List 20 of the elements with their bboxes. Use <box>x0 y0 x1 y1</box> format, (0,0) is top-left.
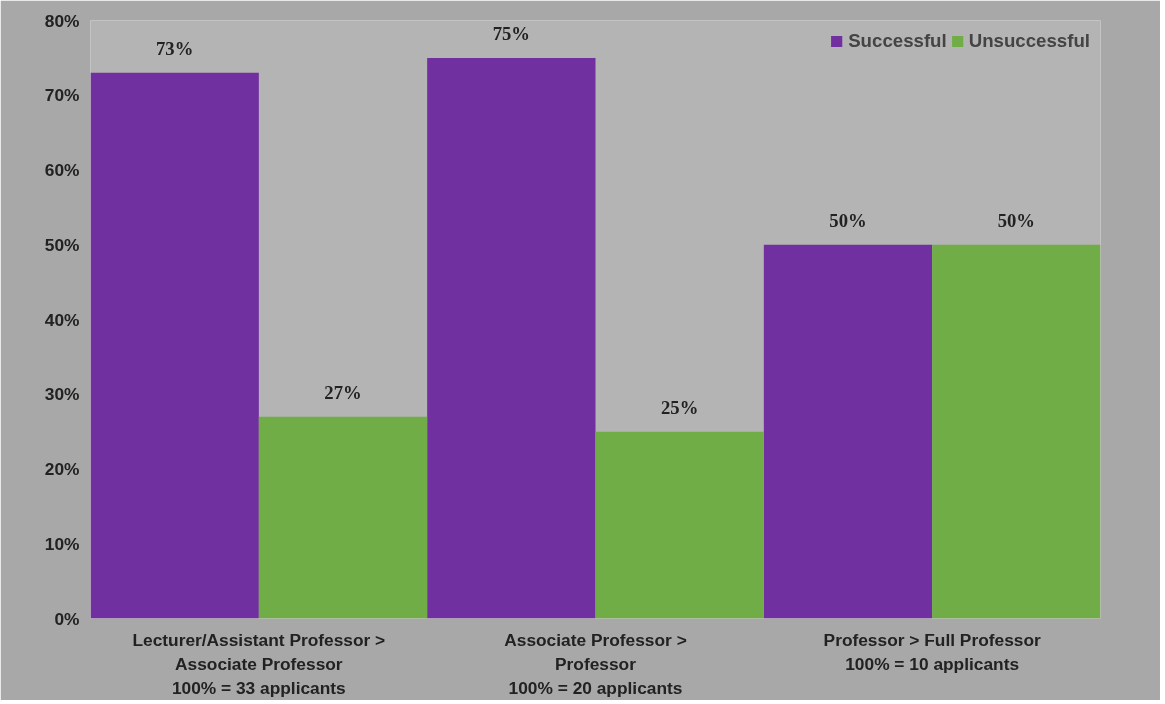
y-tick-label: 20% <box>44 459 80 479</box>
y-tick-label: 40% <box>44 309 80 330</box>
data-label: 73% <box>156 37 194 59</box>
data-label: 75% <box>492 22 530 44</box>
y-tick-label: 0% <box>54 608 80 629</box>
y-tick-label: 60% <box>44 160 80 180</box>
data-label: 27% <box>324 381 362 403</box>
y-tick-label: 10% <box>44 533 80 554</box>
legend-label: Unsuccessful <box>968 30 1090 52</box>
y-tick-label: 70% <box>44 85 80 106</box>
y-tick-label: 30% <box>44 384 80 405</box>
x-tick-label: Professor > Full Professor 100% = 10 applicants <box>823 629 1041 674</box>
y-tick-label: 80% <box>44 10 80 31</box>
data-label: 50% <box>829 209 867 231</box>
y-tick-label: 50% <box>44 234 80 255</box>
x-tick-label: Associate Professor > Professor 100% = 20 applicants <box>504 629 687 698</box>
data-label: 50% <box>997 209 1035 231</box>
data-label: 25% <box>661 396 699 418</box>
legend-label: Successful <box>848 30 947 52</box>
x-tick-label: Lecturer/Assistant Professor > Associate Professor 100% = 33 applicants <box>132 629 386 698</box>
